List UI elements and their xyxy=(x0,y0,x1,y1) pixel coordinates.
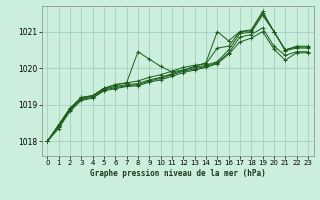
X-axis label: Graphe pression niveau de la mer (hPa): Graphe pression niveau de la mer (hPa) xyxy=(90,169,266,178)
